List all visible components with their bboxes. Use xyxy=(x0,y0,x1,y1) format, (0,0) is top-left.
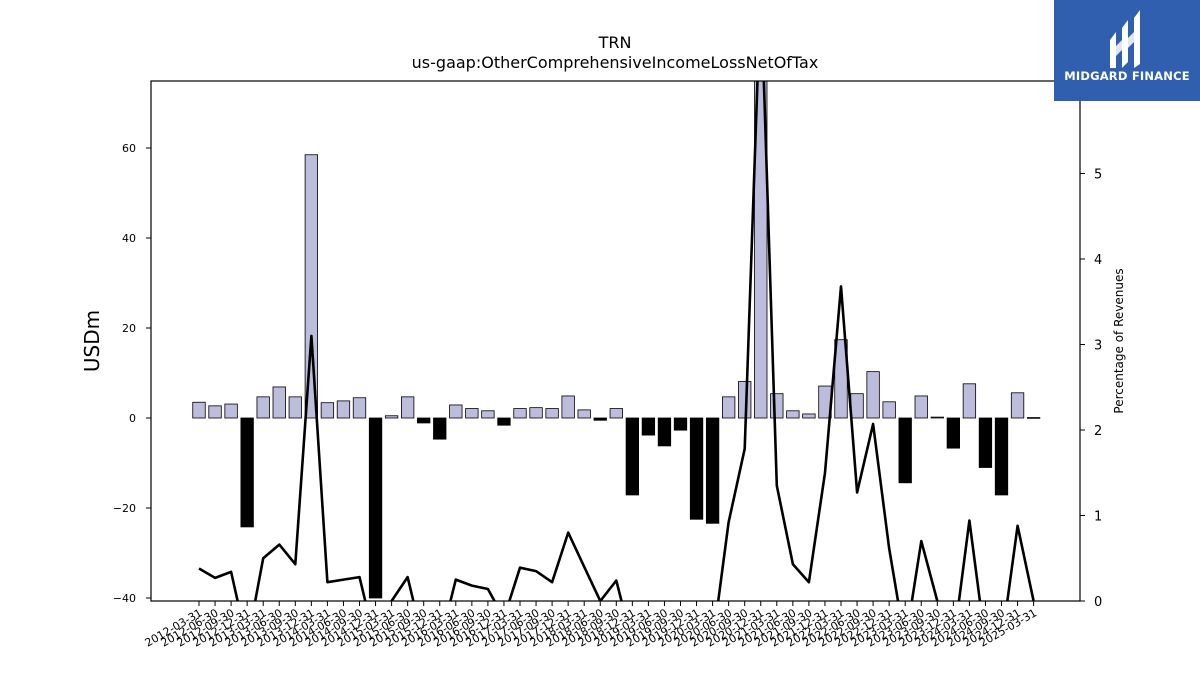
chart-subtitle: us-gaap:OtherComprehensiveIncomeLossNetO… xyxy=(412,53,819,72)
bar xyxy=(866,371,880,419)
bar xyxy=(208,405,222,419)
bar xyxy=(978,417,993,468)
bar xyxy=(368,417,383,599)
y2-tick-label: 4 xyxy=(1094,253,1102,268)
bar xyxy=(224,403,238,419)
y-axis: −40 −20 0 20 40 60 xyxy=(113,142,151,605)
bar xyxy=(802,413,816,419)
bar xyxy=(722,396,736,419)
bar xyxy=(449,404,463,419)
bar xyxy=(400,396,415,419)
x-axis: 2012-03-312012-06-302012-09-302012-12-31… xyxy=(143,601,1039,650)
y2-tick-label: 5 xyxy=(1094,168,1102,183)
bar xyxy=(256,396,270,419)
y2-tick-label: 3 xyxy=(1094,339,1102,354)
bar xyxy=(304,154,319,419)
bar xyxy=(914,395,928,419)
bar xyxy=(529,407,543,419)
bar xyxy=(417,417,431,424)
bar xyxy=(497,417,511,426)
bar xyxy=(481,410,495,419)
y2-tick-label: 1 xyxy=(1094,510,1102,525)
bar xyxy=(962,383,977,419)
bar xyxy=(1026,417,1041,419)
bar xyxy=(288,396,302,419)
logo-mark-icon xyxy=(1110,10,1140,68)
bar xyxy=(272,386,286,419)
bar xyxy=(465,408,479,419)
bar xyxy=(384,415,399,419)
bar xyxy=(593,417,607,421)
bar xyxy=(946,417,960,449)
y-tick-label: −20 xyxy=(113,502,136,515)
bar xyxy=(673,417,688,431)
bar xyxy=(641,417,656,436)
logo: MIDGARD FINANCE xyxy=(1054,0,1200,101)
y-tick-label: 0 xyxy=(129,412,136,425)
y2-axis: 0 1 2 3 4 5 xyxy=(1080,168,1102,610)
bar xyxy=(689,417,704,520)
bar xyxy=(625,417,639,496)
bar xyxy=(898,417,912,484)
bar xyxy=(930,416,944,419)
bar xyxy=(545,408,559,419)
bar xyxy=(770,393,784,419)
bar xyxy=(882,401,896,419)
y2-tick-label: 2 xyxy=(1094,424,1102,439)
bar xyxy=(336,400,351,419)
bar xyxy=(320,402,335,419)
bar xyxy=(994,417,1009,496)
bar xyxy=(609,408,623,419)
bar xyxy=(577,409,591,419)
y2-tick-label: 0 xyxy=(1094,595,1102,610)
series-line xyxy=(198,81,1035,601)
bar xyxy=(657,417,672,447)
y-tick-label: 20 xyxy=(122,322,136,335)
y-tick-label: −40 xyxy=(113,592,136,605)
bar xyxy=(850,393,864,419)
line-group xyxy=(198,81,1035,601)
bar xyxy=(433,417,447,440)
bar xyxy=(513,408,527,419)
bar xyxy=(786,410,800,419)
logo-name: MIDGARD FINANCE xyxy=(1064,69,1190,83)
bar xyxy=(561,395,575,419)
bar xyxy=(352,397,367,419)
bar xyxy=(1010,392,1025,419)
y-tick-label: 40 xyxy=(122,232,136,245)
y-tick-label: 60 xyxy=(122,142,136,155)
plot-frame xyxy=(150,80,1081,602)
y-axis-label: USDm xyxy=(80,310,104,372)
bar xyxy=(192,401,206,419)
bars-group xyxy=(192,81,1041,599)
bar xyxy=(754,81,768,419)
bar xyxy=(240,417,254,528)
bar xyxy=(705,417,720,524)
y2-axis-label: Percentage of Revenues xyxy=(1112,268,1126,413)
chart-title: TRN xyxy=(598,33,632,52)
